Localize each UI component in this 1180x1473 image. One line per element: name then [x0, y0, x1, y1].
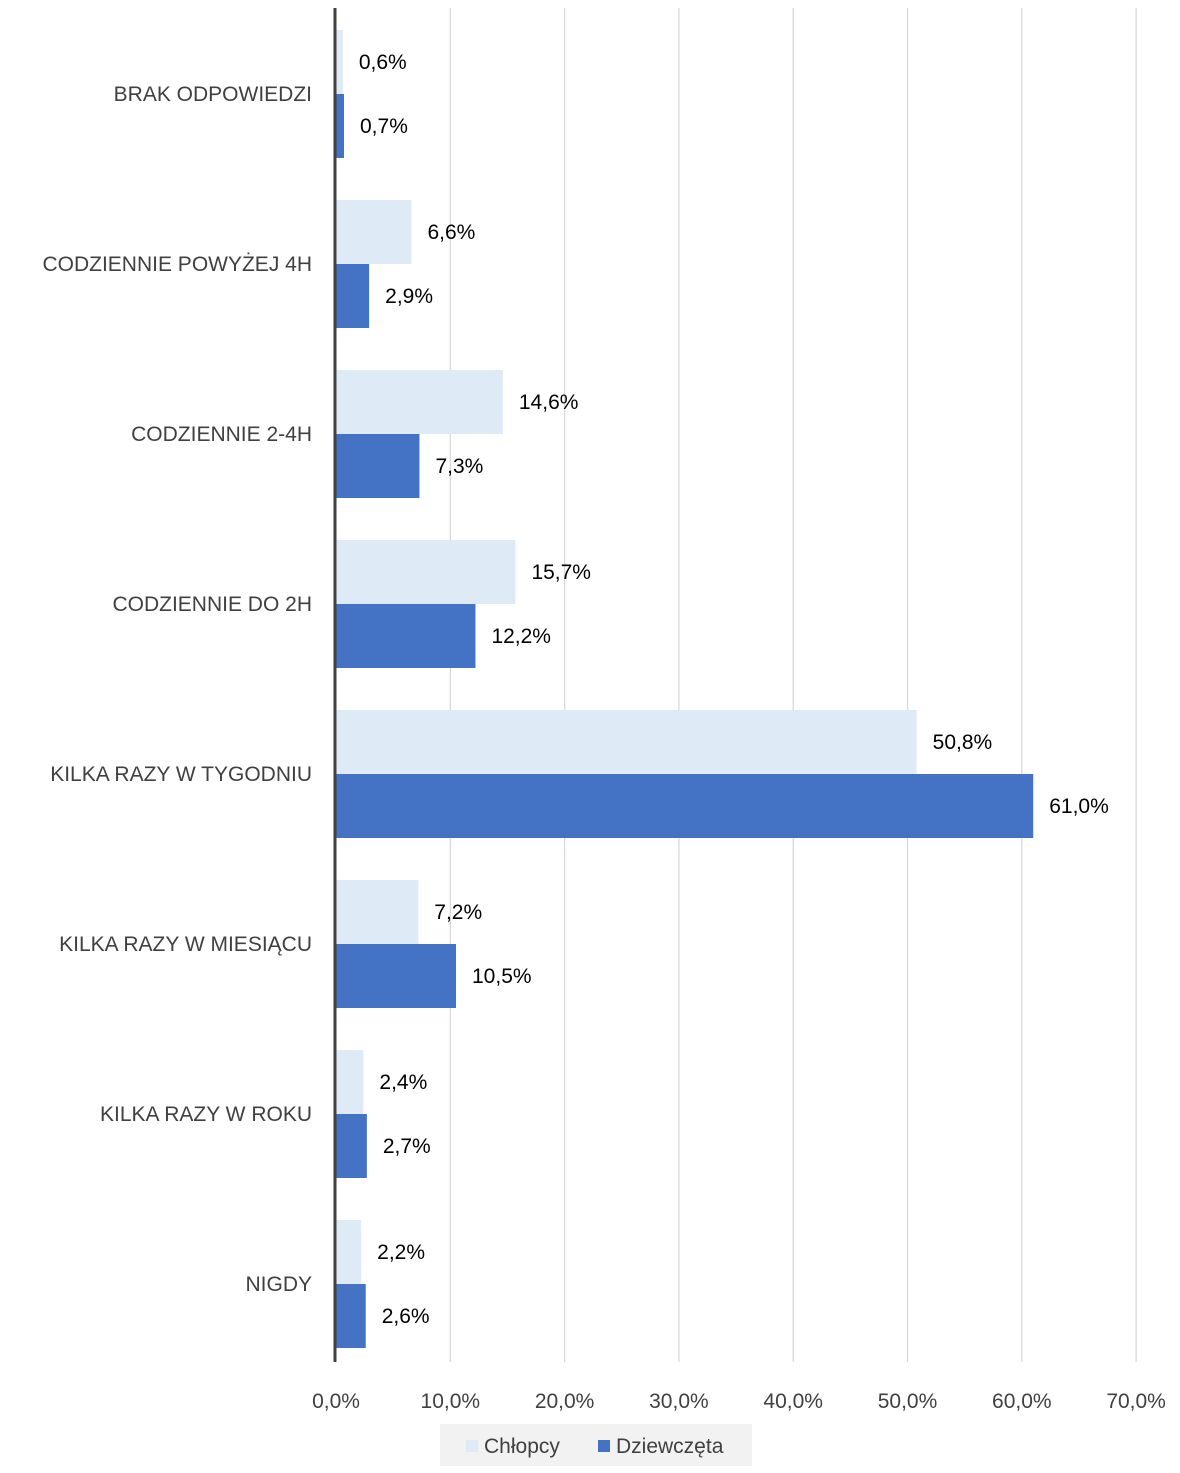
- category-label: CODZIENNIE POWYŻEJ 4H: [42, 253, 312, 276]
- bar-dziewczeta: [336, 774, 1034, 838]
- legend: Chłopcy Dziewczęta: [440, 1424, 752, 1466]
- bar-chlopcy: [336, 1220, 362, 1284]
- data-label: 2,7%: [383, 1135, 431, 1158]
- legend-label: Dziewczęta: [616, 1435, 724, 1458]
- category-label: KILKA RAZY W TYGODNIU: [50, 763, 312, 786]
- bar-chlopcy: [336, 30, 343, 94]
- bar-dziewczeta: [336, 94, 345, 158]
- legend-swatch-dziewczeta: [598, 1440, 610, 1452]
- data-label: 0,7%: [360, 115, 408, 138]
- x-tick-label: 60,0%: [992, 1390, 1052, 1413]
- bar-dziewczeta: [336, 1284, 366, 1348]
- bar-chlopcy: [336, 200, 412, 264]
- category-label: KILKA RAZY W ROKU: [100, 1103, 312, 1126]
- x-tick-label: 40,0%: [763, 1390, 823, 1413]
- x-tick-label: 50,0%: [878, 1390, 938, 1413]
- category-label: KILKA RAZY W MIESIĄCU: [59, 933, 312, 956]
- bars: [336, 30, 1034, 1348]
- x-tick-label: 10,0%: [421, 1390, 481, 1413]
- data-label: 15,7%: [531, 561, 591, 584]
- legend-background: [440, 1424, 752, 1466]
- x-tick-label: 0,0%: [312, 1390, 360, 1413]
- bar-chlopcy: [336, 710, 917, 774]
- data-label: 0,6%: [359, 51, 407, 74]
- x-tick-label: 70,0%: [1106, 1390, 1166, 1413]
- data-label: 6,6%: [427, 221, 475, 244]
- axes: 0,0% 10,0% 20,0% 30,0% 40,0% 50,0% 60,0% 70,0% B…: [42, 8, 1166, 1413]
- bar-chlopcy: [336, 880, 419, 944]
- bar-chlopcy: [336, 370, 503, 434]
- data-labels: 0,6% 0,7% 6,6% 2,9% 14,6% 7,3% 15,7% 12,2% 50,8%…: [359, 51, 1109, 1328]
- data-label: 12,2%: [491, 625, 551, 648]
- data-label: 14,6%: [519, 391, 579, 414]
- bar-dziewczeta: [336, 1114, 367, 1178]
- legend-label: Chłopcy: [484, 1435, 560, 1458]
- data-label: 2,4%: [379, 1071, 427, 1094]
- data-label: 7,2%: [434, 901, 482, 924]
- bar-dziewczeta: [336, 264, 370, 328]
- category-label: CODZIENNIE 2-4H: [131, 423, 312, 446]
- bar-dziewczeta: [336, 434, 420, 498]
- bar-dziewczeta: [336, 604, 476, 668]
- category-label: BRAK ODPOWIEDZI: [114, 83, 312, 106]
- category-label: CODZIENNIE DO 2H: [112, 593, 312, 616]
- data-label: 50,8%: [933, 731, 993, 754]
- data-label: 2,9%: [385, 285, 433, 308]
- x-tick-label: 30,0%: [649, 1390, 709, 1413]
- bar-dziewczeta: [336, 944, 457, 1008]
- data-label: 7,3%: [435, 455, 483, 478]
- bar-chlopcy: [336, 1050, 364, 1114]
- category-label: NIGDY: [245, 1273, 312, 1296]
- data-label: 2,2%: [377, 1241, 425, 1264]
- legend-swatch-chlopcy: [466, 1440, 478, 1452]
- x-tick-label: 20,0%: [535, 1390, 595, 1413]
- bar-chlopcy: [336, 540, 516, 604]
- data-label: 61,0%: [1049, 795, 1109, 818]
- data-label: 2,6%: [382, 1305, 430, 1328]
- data-label: 10,5%: [472, 965, 532, 988]
- gridlines: [449, 8, 1137, 1362]
